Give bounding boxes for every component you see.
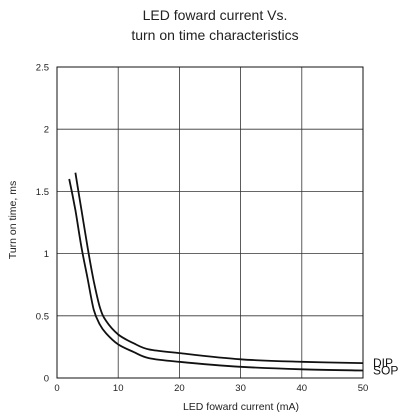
series-line-sop xyxy=(68,178,364,372)
x-tick-label: 0 xyxy=(54,383,59,394)
x-axis-ticks: 0 10 20 30 40 50 xyxy=(54,383,368,394)
x-tick-label: 40 xyxy=(297,383,308,394)
y-axis-label: Turn on time, ms xyxy=(7,181,19,259)
plot-frame xyxy=(56,66,364,379)
x-axis-label: LED foward current (mA) xyxy=(183,401,299,413)
series-label-sop: SOP xyxy=(373,364,398,378)
y-axis-ticks: 0 0.5 1 1.5 2 2.5 xyxy=(36,63,49,385)
y-tick-label: 2.5 xyxy=(36,63,49,74)
chart-title-line-2: turn on time characteristics xyxy=(131,27,298,43)
y-tick-label: 2 xyxy=(44,125,49,136)
series-lines xyxy=(68,172,364,372)
y-tick-label: 1.5 xyxy=(36,187,49,198)
series-line-dip xyxy=(74,172,364,364)
y-tick-label: 1 xyxy=(44,249,49,260)
series-label-dip: DIP xyxy=(373,356,393,370)
grid xyxy=(56,66,364,379)
y-tick-label: 0.5 xyxy=(36,311,49,322)
x-tick-label: 50 xyxy=(358,383,369,394)
chart-title-line-1: LED foward current Vs. xyxy=(143,7,288,23)
y-tick-label: 0 xyxy=(44,374,49,385)
x-tick-label: 30 xyxy=(235,383,246,394)
x-tick-label: 10 xyxy=(113,383,124,394)
x-tick-label: 20 xyxy=(174,383,185,394)
